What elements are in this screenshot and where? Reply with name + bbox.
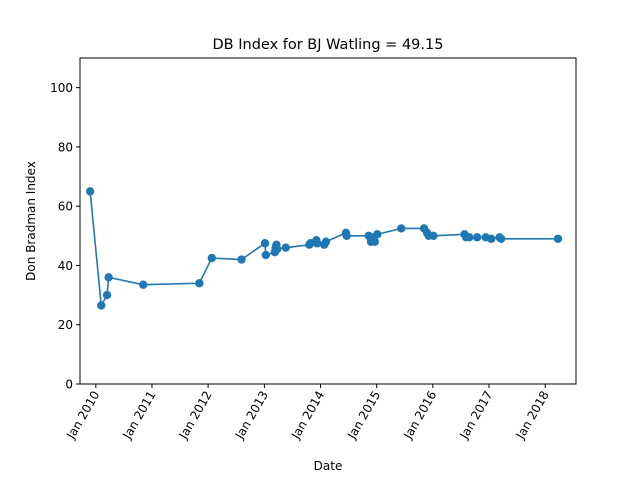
y-tick-label: 0 bbox=[65, 378, 73, 392]
y-tick-label: 60 bbox=[58, 200, 73, 214]
plot-frame bbox=[79, 57, 577, 385]
y-tick-label: 20 bbox=[58, 318, 73, 332]
data-point bbox=[472, 233, 482, 242]
chart-title: DB Index for BJ Watling = 49.15 bbox=[213, 37, 444, 53]
series-layer bbox=[85, 187, 563, 310]
y-tick-label: 80 bbox=[58, 140, 73, 154]
data-point bbox=[195, 279, 204, 288]
data-point bbox=[260, 239, 270, 248]
x-axis-label: Date bbox=[314, 459, 343, 473]
data-point bbox=[102, 290, 112, 300]
data-point bbox=[207, 253, 217, 263]
data-point bbox=[97, 301, 106, 310]
data-point bbox=[487, 234, 496, 243]
data-point bbox=[342, 231, 351, 241]
data-point bbox=[139, 280, 148, 289]
y-tick-label: 40 bbox=[58, 259, 73, 273]
data-point bbox=[272, 244, 282, 254]
data-point bbox=[237, 255, 246, 264]
y-axis-label: Don Bradman Index bbox=[24, 161, 38, 281]
y-axis: 0 20 40 60 80 100 bbox=[50, 81, 80, 392]
data-point bbox=[553, 234, 563, 243]
data-point bbox=[429, 231, 438, 241]
data-point bbox=[496, 234, 506, 243]
y-tick-label: 100 bbox=[50, 81, 73, 95]
data-point bbox=[261, 250, 270, 260]
data-point bbox=[104, 273, 113, 282]
data-point bbox=[281, 243, 290, 252]
data-point bbox=[370, 237, 380, 246]
data-point bbox=[321, 237, 331, 246]
data-point bbox=[373, 230, 382, 239]
data-point bbox=[465, 233, 474, 242]
data-point bbox=[312, 239, 322, 248]
data-point bbox=[397, 224, 406, 233]
data-point bbox=[85, 187, 95, 196]
